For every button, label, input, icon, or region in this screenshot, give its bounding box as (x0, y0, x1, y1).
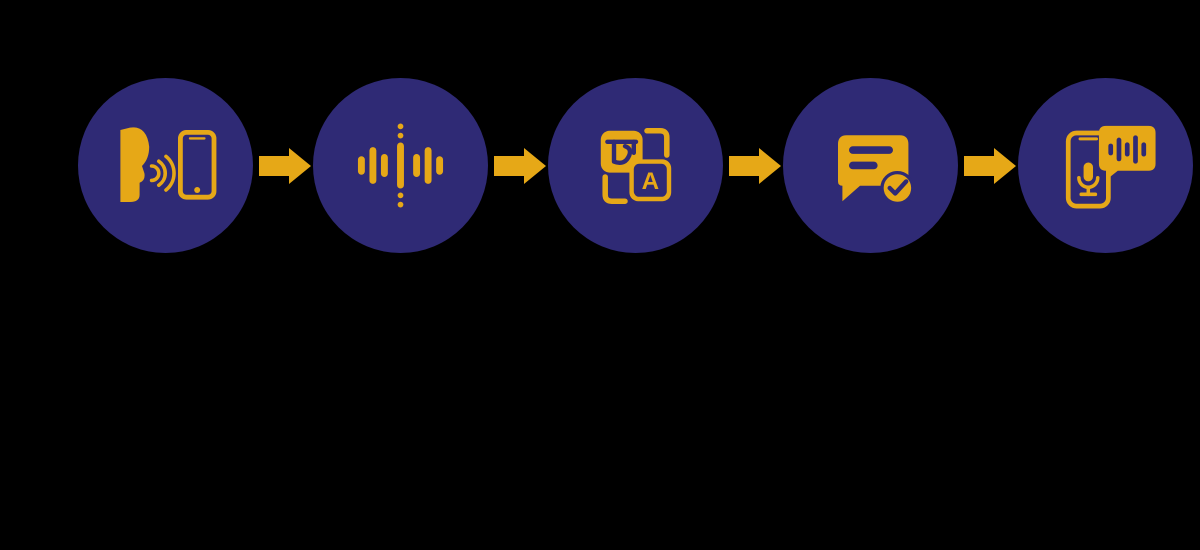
arrow-right-icon (723, 146, 783, 186)
step-message-confirmed (783, 78, 958, 253)
step-audio-output (1018, 78, 1193, 253)
step-waveform (313, 78, 488, 253)
flow-arrow (253, 146, 313, 186)
flow-arrow (958, 146, 1018, 186)
arrow-right-icon (958, 146, 1018, 186)
chat-check-icon (816, 111, 926, 221)
step-speech-input (78, 78, 253, 253)
arrow-right-icon (253, 146, 313, 186)
flow-arrow (488, 146, 548, 186)
process-flow: A (78, 78, 1193, 253)
flow-arrow (723, 146, 783, 186)
waveform-icon (343, 108, 458, 223)
translate-icon: A (581, 111, 691, 221)
phone-speech-out-icon (1047, 107, 1165, 225)
arrow-right-icon (488, 146, 548, 186)
svg-text:A: A (641, 168, 658, 195)
step-translate: A (548, 78, 723, 253)
voice-to-phone-icon (106, 106, 226, 226)
